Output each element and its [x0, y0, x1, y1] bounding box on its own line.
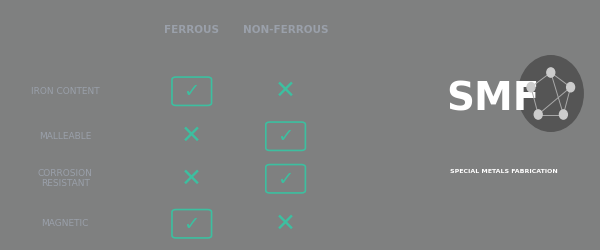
Text: SMF: SMF — [446, 81, 540, 119]
Circle shape — [527, 82, 535, 92]
Circle shape — [566, 82, 575, 92]
Text: ✕: ✕ — [181, 124, 202, 148]
Circle shape — [534, 110, 542, 119]
Text: ✓: ✓ — [277, 170, 294, 189]
Text: NON-FERROUS: NON-FERROUS — [243, 25, 328, 35]
Text: ✕: ✕ — [275, 212, 296, 236]
Text: ✓: ✓ — [277, 128, 294, 146]
Text: ✓: ✓ — [184, 215, 200, 234]
Text: IRON CONTENT: IRON CONTENT — [31, 87, 100, 96]
Text: SPECIAL METALS FABRICATION: SPECIAL METALS FABRICATION — [450, 169, 558, 174]
Circle shape — [547, 68, 555, 77]
Circle shape — [559, 110, 568, 119]
Text: FERROUS: FERROUS — [164, 25, 219, 35]
Text: ✓: ✓ — [184, 82, 200, 102]
Text: MAGNETIC: MAGNETIC — [41, 219, 89, 228]
Text: CORROSION
RESISTANT: CORROSION RESISTANT — [38, 169, 93, 188]
Circle shape — [518, 56, 583, 131]
Text: ✕: ✕ — [275, 79, 296, 103]
Text: MALLEABLE: MALLEABLE — [39, 132, 91, 141]
Text: ✕: ✕ — [181, 167, 202, 191]
